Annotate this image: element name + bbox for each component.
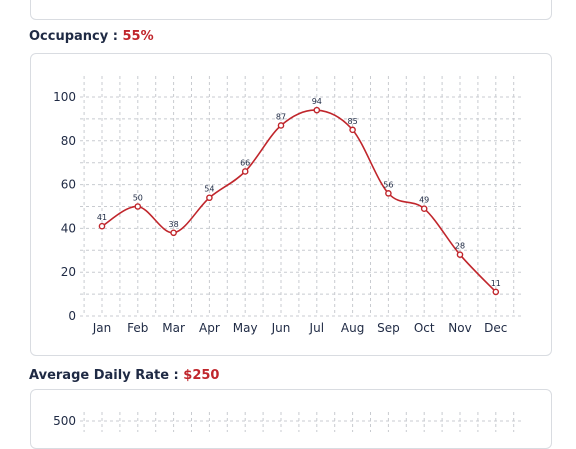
data-label: 50 [133, 194, 143, 203]
data-point [98, 222, 106, 230]
occupancy-value: 55% [122, 29, 154, 44]
x-tick-label: Nov [448, 321, 471, 335]
x-tick-label: Sep [377, 321, 400, 335]
x-tick-label: Apr [199, 321, 220, 335]
data-label: 49 [419, 196, 429, 205]
x-tick-label: Aug [341, 321, 364, 335]
data-point [385, 190, 392, 197]
data-label: 66 [240, 158, 250, 167]
data-point [170, 229, 177, 237]
data-label: 94 [312, 97, 322, 106]
data-label: 41 [97, 213, 107, 222]
data-point [420, 205, 428, 212]
x-tick-label: May [233, 321, 258, 335]
y-tick-label: 20 [61, 265, 76, 279]
data-label: 28 [455, 242, 465, 251]
x-tick-label: Jan [92, 321, 112, 335]
y-tick-label: 60 [61, 178, 76, 192]
adr-value: $250 [183, 368, 220, 383]
x-tick-label: Dec [484, 321, 507, 335]
y-tick-label: 100 [53, 90, 76, 104]
data-label: 56 [383, 180, 393, 189]
data-label: 54 [204, 185, 214, 194]
occupancy-line-chart: 0 20 40 60 80 100 Jan Feb Mar Apr May Jun Jul Aug Sep O… [53, 76, 523, 432]
y-tick-label: 80 [61, 134, 76, 148]
data-label: 11 [491, 279, 501, 288]
adr-y-tick-label: 500 [53, 414, 76, 428]
data-point [456, 251, 464, 258]
data-label: 38 [169, 220, 179, 229]
y-tick-label: 40 [61, 221, 76, 235]
data-point [134, 203, 142, 210]
x-tick-label: Mar [162, 321, 185, 335]
x-tick-label: Oct [414, 321, 435, 335]
data-point [277, 122, 285, 129]
adr-heading: Average Daily Rate : $250 [29, 368, 219, 383]
data-point [349, 126, 356, 134]
x-tick-label: Jul [309, 321, 324, 335]
data-point [492, 288, 500, 296]
adr-label: Average Daily Rate : [29, 368, 179, 383]
occupancy-heading: Occupancy : 55% [29, 29, 154, 44]
data-point [313, 106, 321, 114]
x-tick-label: Jun [271, 321, 291, 335]
occupancy-chart-card [30, 53, 552, 356]
data-point [241, 168, 249, 175]
y-tick-label: 0 [68, 309, 76, 323]
occupancy-label: Occupancy : [29, 29, 118, 44]
data-label: 87 [276, 112, 286, 121]
x-tick-label: Feb [127, 321, 148, 335]
data-point [206, 194, 213, 202]
data-label: 85 [348, 117, 358, 126]
previous-chart-card [30, 0, 552, 20]
